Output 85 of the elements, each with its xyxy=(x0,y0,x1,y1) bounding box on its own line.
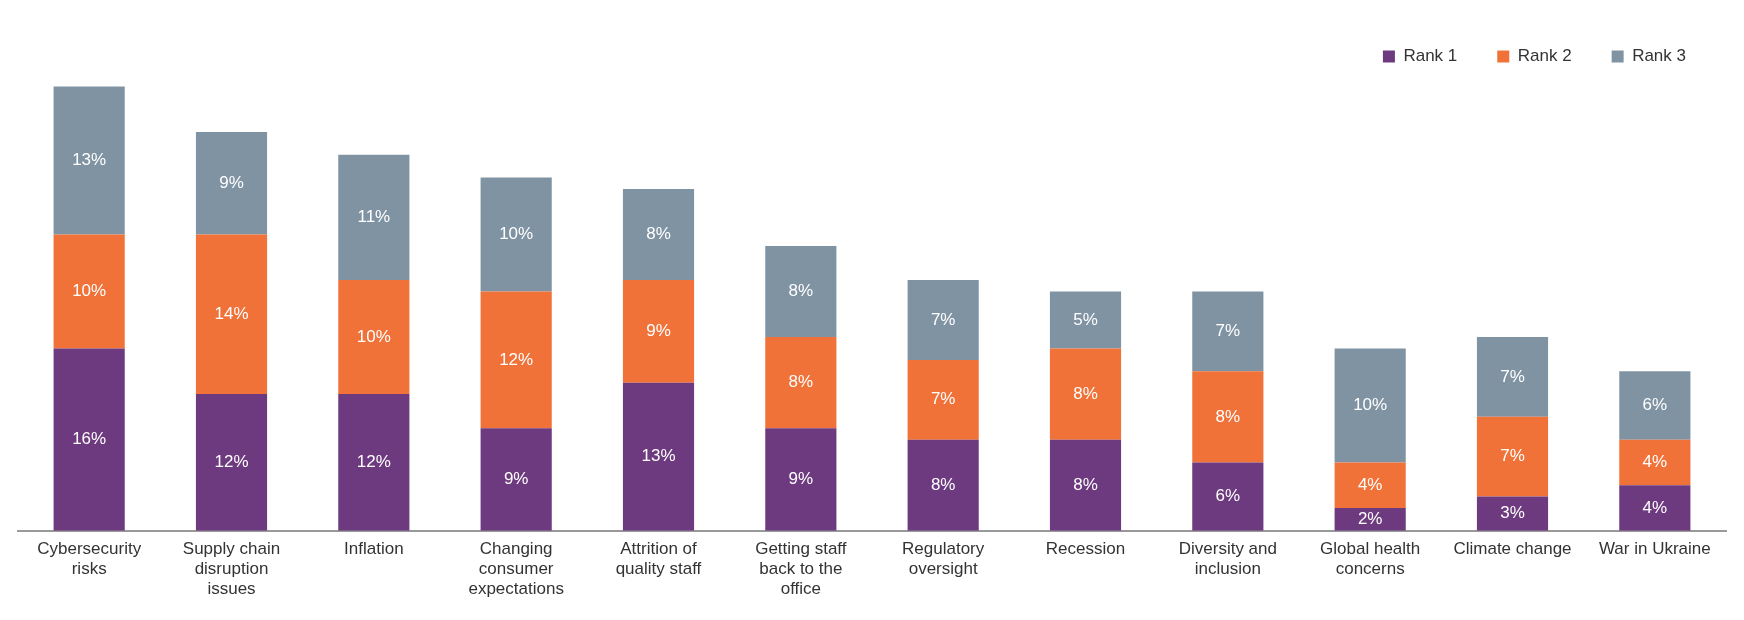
data-label: 16% xyxy=(72,429,107,449)
data-label: 10% xyxy=(356,326,391,346)
data-label: 7% xyxy=(930,389,956,409)
x-tick-label: Inflation xyxy=(344,538,404,558)
data-label: 13% xyxy=(641,446,676,466)
bar xyxy=(907,359,979,440)
bar xyxy=(1192,291,1264,372)
bar xyxy=(338,154,410,281)
data-label: 4% xyxy=(1642,452,1668,472)
bar xyxy=(53,348,125,531)
bar xyxy=(765,337,837,429)
bar xyxy=(53,234,125,349)
bar xyxy=(1192,462,1264,531)
x-tick-label: Changing consumer expectations xyxy=(468,538,564,599)
bar xyxy=(1619,371,1691,440)
data-label: 8% xyxy=(930,474,956,494)
bar xyxy=(765,245,837,338)
x-tick-label: Cybersecurity risks xyxy=(37,538,142,579)
data-label: 14% xyxy=(214,303,249,323)
x-tick-label: Global health concerns xyxy=(1320,538,1421,579)
x-tick-label: Climate change xyxy=(1453,538,1572,558)
bar xyxy=(1049,348,1122,440)
x-tick-label: Supply chain disruption issues xyxy=(182,538,281,599)
bar xyxy=(1049,439,1122,531)
bar xyxy=(1334,348,1406,463)
data-label: 8% xyxy=(788,281,814,301)
bar xyxy=(622,280,695,383)
bar xyxy=(1476,337,1549,417)
data-label: 5% xyxy=(1073,309,1098,329)
bar xyxy=(53,86,125,235)
bar xyxy=(622,382,695,531)
data-label: 8% xyxy=(1215,406,1241,426)
bar xyxy=(195,394,268,531)
data-label: 6% xyxy=(1642,395,1668,415)
data-label: 8% xyxy=(788,372,814,392)
bar xyxy=(480,291,552,429)
legend-label: Rank 3 xyxy=(1632,46,1687,66)
bar xyxy=(195,131,268,235)
data-label: 12% xyxy=(356,452,391,472)
x-tick-label: War in Ukraine xyxy=(1598,538,1711,558)
bar xyxy=(195,234,268,395)
data-label: 12% xyxy=(214,452,249,472)
data-label: 10% xyxy=(72,281,107,301)
data-label: 12% xyxy=(499,349,534,369)
bar xyxy=(480,428,552,531)
data-label: 7% xyxy=(930,309,956,329)
data-label: 8% xyxy=(1073,383,1098,403)
bar xyxy=(338,394,410,531)
data-label: 9% xyxy=(646,321,671,341)
bar xyxy=(1049,291,1122,349)
x-tick-label: Attrition of quality staff xyxy=(615,538,702,579)
data-label: 7% xyxy=(1500,446,1525,466)
bar xyxy=(907,280,979,360)
bar xyxy=(765,428,837,531)
bar xyxy=(1334,462,1406,509)
bar xyxy=(1619,439,1691,486)
data-label: 9% xyxy=(219,172,244,192)
legend-label: Rank 2 xyxy=(1517,46,1572,66)
data-label: 8% xyxy=(646,224,671,244)
bar xyxy=(1476,416,1549,497)
bar xyxy=(480,177,552,292)
bar xyxy=(1619,485,1691,531)
x-tick-label: Diversity and inclusion xyxy=(1178,538,1277,579)
bar xyxy=(338,280,410,395)
data-label: 2% xyxy=(1357,509,1383,529)
data-label: 13% xyxy=(72,150,107,170)
data-label: 10% xyxy=(1353,395,1388,415)
data-label: 4% xyxy=(1642,497,1668,517)
data-label: 7% xyxy=(1215,321,1241,341)
bar xyxy=(907,439,979,531)
x-tick-label: Getting staff back to the office xyxy=(755,538,847,599)
data-label: 11% xyxy=(357,207,391,227)
data-label: 10% xyxy=(499,224,534,244)
data-label: 7% xyxy=(1500,366,1525,386)
data-label: 8% xyxy=(1073,474,1098,494)
x-tick-label: Recession xyxy=(1045,538,1126,558)
bar xyxy=(622,188,695,281)
data-label: 4% xyxy=(1357,474,1383,494)
data-label: 9% xyxy=(503,469,529,489)
data-label: 6% xyxy=(1215,486,1241,506)
data-label: 9% xyxy=(788,469,814,489)
x-tick-label: Regulatory oversight xyxy=(902,538,985,579)
legend-label: Rank 1 xyxy=(1403,46,1458,66)
data-label: 3% xyxy=(1500,503,1525,523)
bar xyxy=(1192,371,1264,463)
